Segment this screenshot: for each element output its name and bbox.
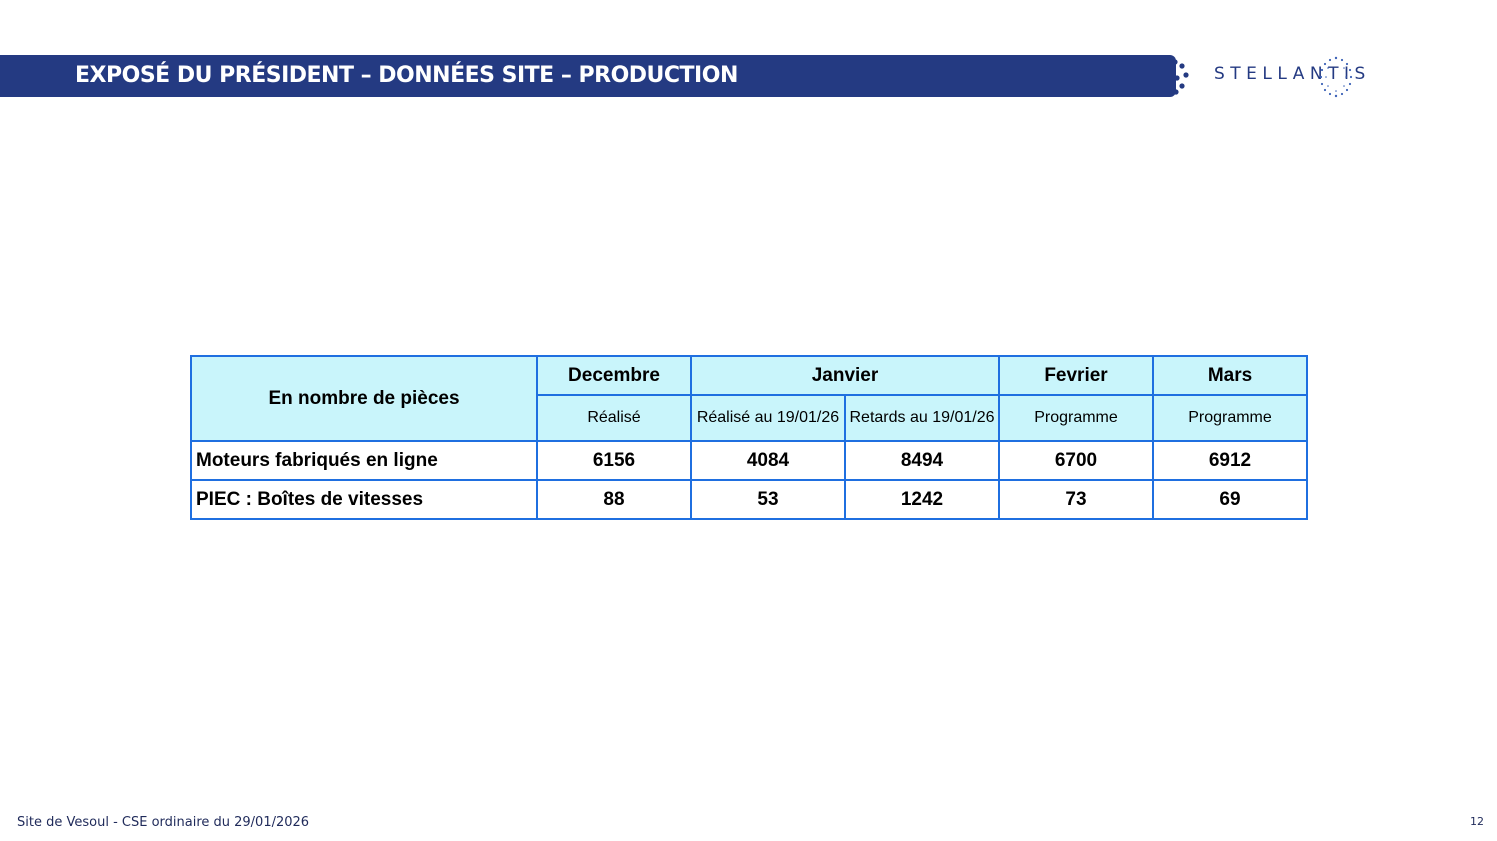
page-title: EXPOSÉ DU PRÉSIDENT – DONNÉES SITE – PRO… (75, 63, 738, 88)
production-table: En nombre de pièces Decembre Janvier Fev… (190, 355, 1308, 520)
table-cell: 88 (536, 479, 692, 520)
table-cell: 1242 (844, 479, 1000, 520)
table-cell: 8494 (844, 440, 1000, 481)
subheader-mars: Programme (1152, 394, 1308, 442)
table-cell: 53 (690, 479, 846, 520)
table-cell: 6156 (536, 440, 692, 481)
dots-decoration-icon (1170, 59, 1189, 95)
header-band (0, 55, 1176, 97)
table-row: PIEC : Boîtes de vitesses 88 53 1242 73 … (190, 479, 1308, 520)
subheader-decembre: Réalisé (536, 394, 692, 442)
row-label: PIEC : Boîtes de vitesses (190, 479, 538, 520)
footer-text: Site de Vesoul - CSE ordinaire du 29/01/… (17, 815, 310, 830)
table-cell: 69 (1152, 479, 1308, 520)
stellantis-logo: STELLANTIS (1214, 52, 1434, 102)
month-header-fevrier: Fevrier (998, 355, 1154, 396)
page-number: 12 (1470, 815, 1484, 828)
table-cell: 4084 (690, 440, 846, 481)
subheader-janvier-realise: Réalisé au 19/01/26 (690, 394, 846, 442)
table-cell: 6700 (998, 440, 1154, 481)
subheader-janvier-retards: Retards au 19/01/26 (844, 394, 1000, 442)
table-cell: 6912 (1152, 440, 1308, 481)
row-label: Moteurs fabriqués en ligne (190, 440, 538, 481)
month-header-janvier: Janvier (690, 355, 1000, 396)
table-corner-label: En nombre de pièces (190, 355, 538, 442)
subheader-fevrier: Programme (998, 394, 1154, 442)
logo-text: STELLANTIS (1214, 64, 1371, 84)
table-cell: 73 (998, 479, 1154, 520)
month-header-mars: Mars (1152, 355, 1308, 396)
table-row: Moteurs fabriqués en ligne 6156 4084 849… (190, 440, 1308, 481)
stellantis-emblem-icon (1319, 56, 1353, 98)
month-header-decembre: Decembre (536, 355, 692, 396)
